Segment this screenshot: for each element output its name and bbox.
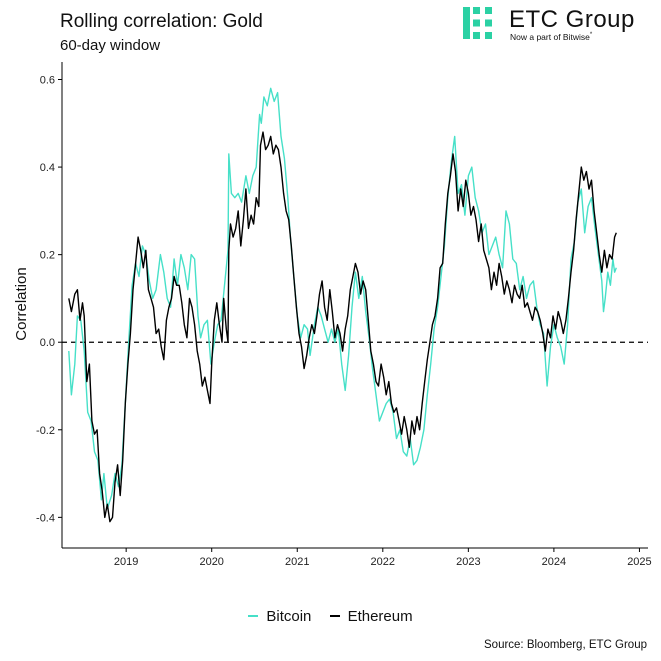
source-note: Source: Bloomberg, ETC Group bbox=[484, 639, 647, 651]
y-tick-label: 0.6 bbox=[40, 75, 55, 87]
series-line-bitcoin bbox=[68, 87, 617, 510]
y-tick-label: -0.2 bbox=[36, 425, 55, 437]
x-tick-label: 2019 bbox=[114, 556, 138, 568]
legend-item-bitcoin: Bitcoin bbox=[248, 608, 311, 625]
y-axis-title: Correlation bbox=[13, 267, 30, 340]
brand-tagline: Now a part of Bitwise* bbox=[510, 32, 592, 42]
legend-key-bitcoin bbox=[248, 615, 259, 617]
legend-label-ethereum: Ethereum bbox=[347, 607, 413, 625]
series-line-ethereum bbox=[68, 131, 617, 523]
brand-tagline-text: Now a part of Bitwise bbox=[510, 32, 590, 42]
x-tick-label: 2021 bbox=[285, 556, 309, 568]
y-tick-label: 0.2 bbox=[40, 250, 55, 262]
x-tick-label: 2022 bbox=[371, 556, 395, 568]
chart-subtitle: 60-day window bbox=[60, 37, 161, 54]
y-tick-label: 0.4 bbox=[40, 162, 55, 174]
y-tick-label: 0.0 bbox=[40, 337, 55, 349]
x-tick-label: 2020 bbox=[199, 556, 223, 568]
legend: Bitcoin Ethereum bbox=[0, 604, 661, 625]
etc-logo-icon bbox=[463, 7, 492, 39]
brand-name: ETC Group bbox=[509, 6, 635, 33]
legend-item-ethereum: Ethereum bbox=[329, 607, 413, 625]
chart-title: Rolling correlation: Gold bbox=[60, 11, 263, 32]
legend-label-bitcoin: Bitcoin bbox=[266, 607, 312, 625]
y-tick-label: -0.4 bbox=[36, 512, 55, 524]
x-tick-label: 2023 bbox=[456, 556, 480, 568]
legend-key-ethereum bbox=[329, 615, 340, 617]
x-tick-label: 2025 bbox=[627, 556, 651, 568]
brand-tagline-mark: * bbox=[589, 32, 593, 39]
brand-logo: ETC Group Now a part of Bitwise* bbox=[463, 6, 653, 48]
x-tick-label: 2024 bbox=[542, 556, 566, 568]
